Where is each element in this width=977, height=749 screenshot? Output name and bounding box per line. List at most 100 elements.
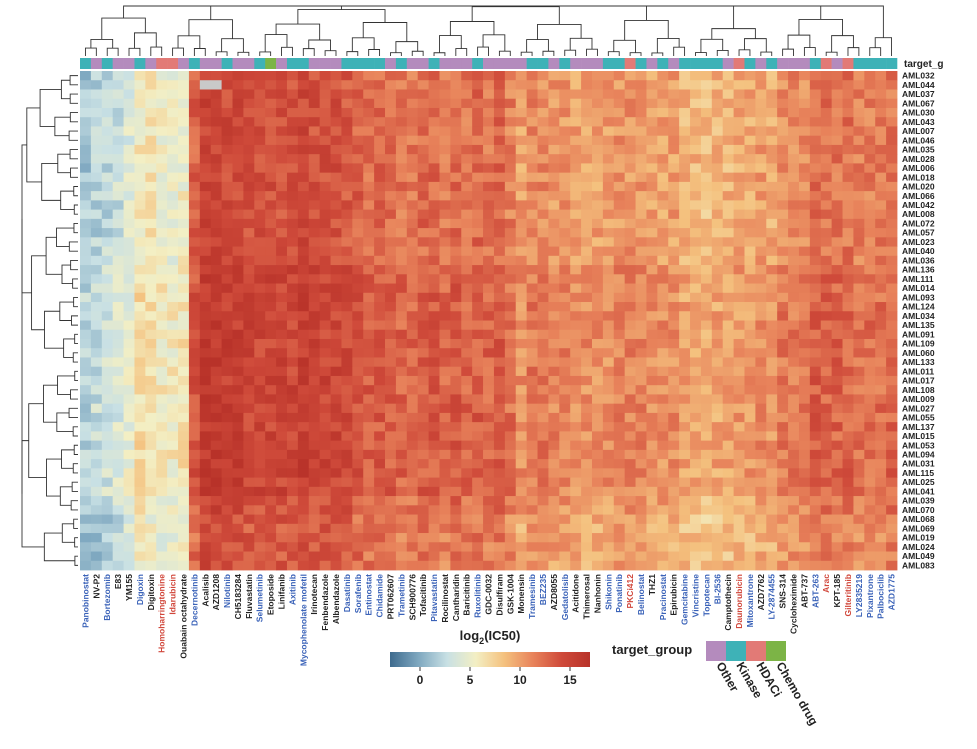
- heatmap-cell: [548, 218, 560, 229]
- heatmap-cell: [690, 228, 702, 238]
- heatmap-cell: [788, 154, 800, 164]
- heatmap-cell: [646, 366, 658, 377]
- heatmap-cell: [265, 338, 277, 349]
- heatmap-cell: [80, 348, 92, 358]
- heatmap-cell: [145, 237, 157, 247]
- heatmap-cell: [493, 246, 506, 257]
- heatmap-cell: [221, 283, 233, 294]
- heatmap-cell: [352, 449, 364, 460]
- heatmap-cell: [668, 403, 680, 414]
- heatmap-cell: [341, 320, 353, 331]
- heatmap-cell: [679, 135, 691, 146]
- heatmap-cell: [548, 348, 560, 358]
- heatmap-cell: [374, 237, 386, 247]
- heatmap-cell: [439, 320, 451, 331]
- heatmap-cell: [526, 246, 538, 257]
- heatmap-cell: [395, 283, 408, 294]
- heatmap-cell: [112, 320, 124, 331]
- heatmap-cell: [679, 320, 691, 331]
- heatmap-cell: [112, 71, 124, 81]
- column-label: ABT-737: [799, 574, 809, 608]
- heatmap-cell: [265, 89, 277, 100]
- heatmap-cell: [286, 135, 299, 146]
- heatmap-cell: [265, 292, 277, 303]
- heatmap-cell: [450, 486, 462, 497]
- heatmap-cell: [439, 255, 451, 266]
- heatmap-cell: [221, 403, 233, 414]
- heatmap-cell: [428, 366, 440, 377]
- heatmap-cell: [679, 117, 691, 127]
- heatmap-cell: [188, 200, 201, 211]
- heatmap-cell: [363, 542, 375, 552]
- heatmap-cell: [243, 107, 255, 118]
- heatmap-cell: [297, 357, 310, 368]
- heatmap-cell: [755, 514, 767, 525]
- heatmap-cell: [831, 274, 843, 284]
- heatmap-cell: [80, 338, 92, 349]
- heatmap-cell: [232, 329, 244, 340]
- heatmap-cell: [461, 505, 473, 515]
- heatmap-cell: [363, 375, 375, 386]
- heatmap-cell: [853, 431, 865, 442]
- heatmap-cell: [483, 440, 495, 451]
- heatmap-cell: [101, 560, 114, 571]
- heatmap-cell: [679, 394, 691, 405]
- heatmap-cell: [112, 255, 124, 266]
- heatmap-cell: [537, 200, 549, 211]
- heatmap-cell: [613, 228, 626, 238]
- heatmap-cell: [363, 422, 375, 432]
- heatmap-cell: [526, 533, 538, 543]
- heatmap-cell: [178, 394, 190, 405]
- heatmap-cell: [537, 375, 549, 386]
- column-label: Selumetinib: [255, 574, 265, 622]
- heatmap-cell: [330, 533, 342, 543]
- heatmap-cell: [363, 468, 375, 478]
- heatmap-cell: [297, 135, 310, 146]
- column-label: Nanhonin: [592, 574, 602, 613]
- heatmap-cell: [581, 320, 593, 331]
- heatmap-cell: [341, 311, 353, 321]
- heatmap-cell: [624, 89, 636, 100]
- heatmap-cell: [134, 329, 146, 340]
- heatmap-cell: [777, 320, 789, 331]
- heatmap-cell: [319, 449, 331, 460]
- heatmap-cell: [112, 329, 124, 340]
- dendrogram-branch: [44, 310, 64, 349]
- heatmap-cell: [613, 135, 626, 146]
- heatmap-cell: [679, 172, 691, 183]
- heatmap-cell: [363, 228, 375, 238]
- heatmap-cell: [243, 274, 255, 284]
- heatmap-cell: [646, 292, 658, 303]
- heatmap-cell: [711, 218, 724, 229]
- heatmap-cell: [232, 366, 244, 377]
- heatmap-cell: [635, 468, 647, 478]
- heatmap-cell: [581, 311, 593, 321]
- heatmap-cell: [875, 218, 887, 229]
- heatmap-cell: [395, 320, 408, 331]
- column-label: Cycloheximide: [789, 574, 799, 634]
- heatmap-cell: [809, 459, 822, 469]
- heatmap-cell: [156, 551, 168, 562]
- heatmap-cell: [842, 320, 854, 331]
- heatmap-cell: [853, 496, 865, 506]
- heatmap-cell: [188, 71, 201, 81]
- heatmap-cell: [167, 505, 179, 515]
- heatmap-cell: [646, 514, 658, 525]
- heatmap-cell: [374, 135, 386, 146]
- annotation-cell: [537, 58, 549, 69]
- heatmap-cell: [90, 375, 103, 386]
- heatmap-cell: [875, 468, 887, 478]
- heatmap-cell: [286, 514, 299, 525]
- heatmap-cell: [668, 459, 680, 469]
- row-label: AML072: [902, 218, 935, 228]
- heatmap-cell: [80, 394, 92, 405]
- heatmap-cell: [134, 200, 146, 211]
- dendrogram-branch: [72, 352, 78, 363]
- heatmap-cell: [363, 329, 375, 340]
- dendrogram-branch: [607, 51, 620, 56]
- heatmap-cell: [646, 477, 658, 488]
- heatmap-cell: [602, 394, 615, 405]
- heatmap-cell: [493, 533, 506, 543]
- heatmap-cell: [668, 209, 680, 220]
- heatmap-cell: [428, 505, 440, 515]
